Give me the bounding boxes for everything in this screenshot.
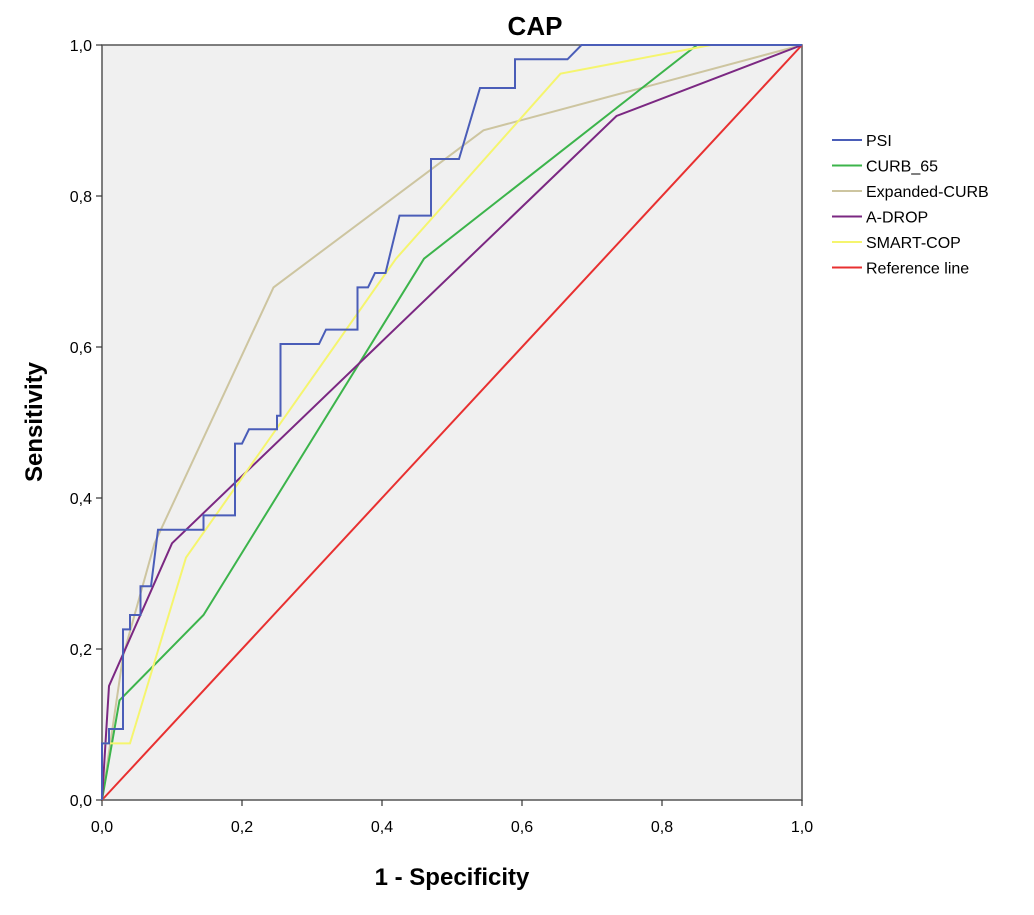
x-tick-label: 0,6: [511, 819, 533, 836]
x-tick-label: 0,2: [231, 819, 253, 836]
y-tick-label: 0,2: [70, 642, 92, 659]
y-axis-ticks: 0,0 0,2 0,4 0,6 0,8 1,0: [70, 38, 102, 810]
legend: PSI CURB_65 Expanded-CURB A-DROP SMART-COP Re…: [832, 133, 989, 278]
y-tick-label: 0,4: [70, 491, 92, 508]
legend-label: Expanded-CURB: [866, 184, 989, 201]
legend-label: Reference line: [866, 261, 969, 278]
x-tick-label: 1,0: [791, 819, 813, 836]
y-tick-label: 0,8: [70, 189, 92, 206]
x-tick-label: 0,0: [91, 819, 113, 836]
y-tick-label: 0,6: [70, 340, 92, 357]
series-layer: [101, 44, 803, 801]
legend-label: CURB_65: [866, 159, 938, 176]
x-axis-ticks: 0,0 0,2 0,4 0,6 0,8 1,0: [91, 800, 813, 836]
legend-label: SMART-COP: [866, 235, 961, 252]
series-line-reference-line: [101, 44, 803, 801]
x-axis-label: 1 - Specificity: [375, 864, 530, 891]
chart-title: CAP: [508, 11, 563, 41]
legend-label: A-DROP: [866, 210, 928, 227]
y-axis-label: Sensitivity: [21, 361, 48, 482]
series-line-a-drop: [101, 44, 803, 801]
legend-label: PSI: [866, 133, 892, 150]
y-tick-label: 1,0: [70, 38, 92, 55]
series-line-psi: [101, 44, 802, 800]
y-tick-label: 0,0: [70, 793, 92, 810]
series-line-expanded-curb: [101, 44, 803, 801]
x-tick-label: 0,8: [651, 819, 673, 836]
x-tick-label: 0,4: [371, 819, 393, 836]
